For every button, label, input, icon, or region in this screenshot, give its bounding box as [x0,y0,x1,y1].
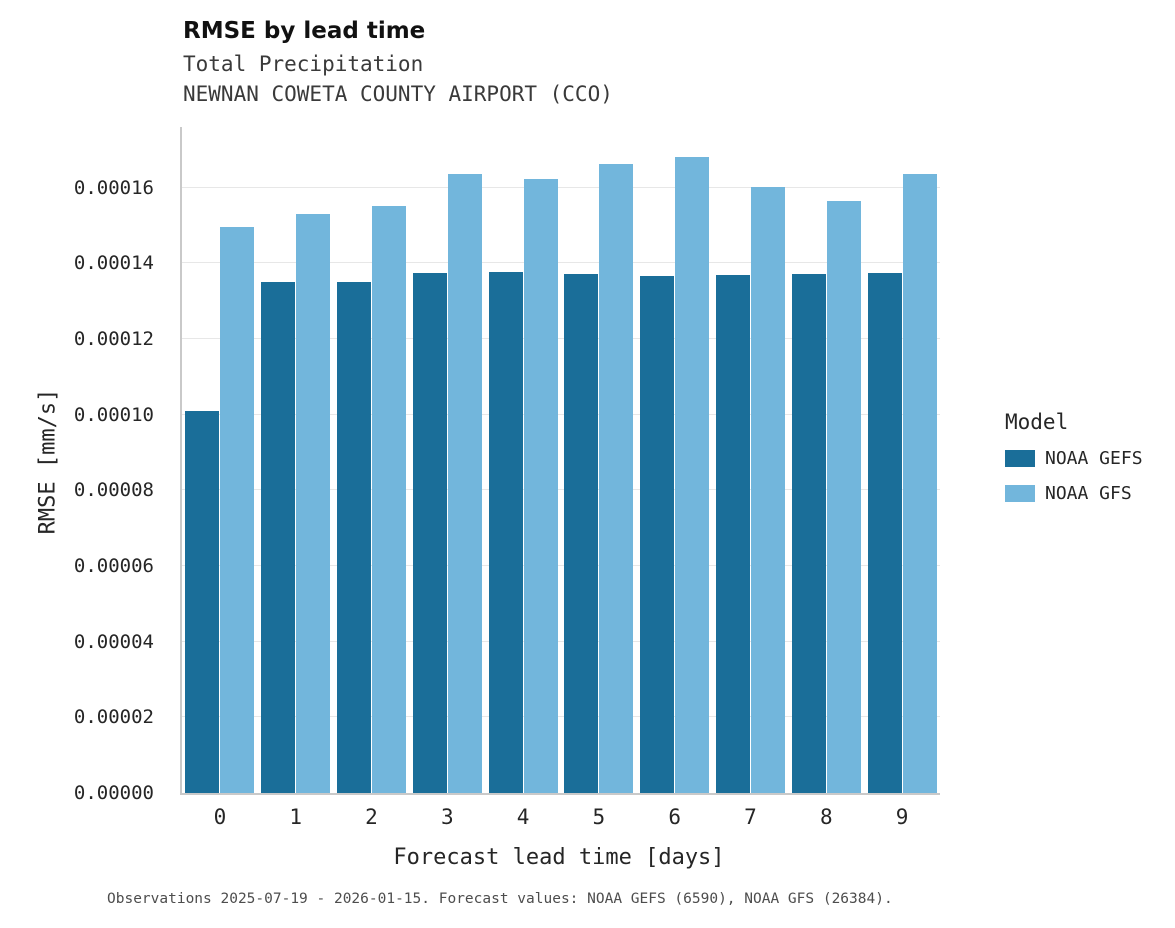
gridline [182,489,940,491]
bar-group-lead-6 [637,127,713,793]
legend-swatch-icon [1005,450,1035,467]
bar-group-lead-1 [258,127,334,793]
y-axis-tick-labels: 0.00000 0.00002 0.00004 0.00006 0.00008 0.000… [0,127,170,804]
bar-noaa-gefs-lead-6 [640,276,675,793]
gridlines-layer [182,127,940,793]
bar-group-lead-8 [788,127,864,793]
plot-area [180,127,940,795]
bar-noaa-gfs-lead-0 [220,227,255,793]
bar-noaa-gfs-lead-2 [371,205,406,793]
y-tick-label: 0.00006 [73,554,154,577]
x-tick-label-7: 7 [744,805,757,829]
x-tick-label-1: 1 [289,805,303,829]
x-axis-label: Forecast lead time [days] [393,845,725,870]
gridline [182,337,940,339]
bar-noaa-gefs-lead-3 [412,272,447,793]
legend-label: NOAA GEFS [1045,448,1143,469]
bar-noaa-gefs-lead-8 [791,273,826,793]
bar-noaa-gfs-lead-6 [675,157,710,793]
x-tick-label-5: 5 [592,805,606,829]
bar-noaa-gfs-lead-1 [296,214,331,793]
legend-entries: NOAA GEFS NOAA GFS [1005,448,1170,504]
bar-noaa-gefs-lead-2 [336,282,371,793]
chart-subtitle-variable: Total Precipitation [183,52,424,76]
y-tick-label: 0.00004 [73,630,154,653]
legend-label: NOAA GFS [1045,483,1132,504]
y-tick-label: 0.00000 [73,782,154,804]
bar-noaa-gefs-lead-7 [715,274,750,793]
bar-group-lead-4 [485,127,561,793]
footer-caption: Observations 2025-07-19 - 2026-01-15. Fo… [107,891,893,907]
bars-layer [182,127,940,793]
y-tick-label: 0.00012 [73,327,154,350]
bar-group-lead-0 [182,127,258,793]
gridline [182,640,940,642]
y-tick-label: 0.00008 [73,479,154,502]
bar-noaa-gfs-lead-9 [902,174,937,793]
bar-noaa-gfs-lead-4 [523,179,558,793]
bar-noaa-gfs-lead-8 [826,200,861,793]
legend: Model NOAA GEFS NOAA GFS [1005,410,1170,518]
chart-title: RMSE by lead time [183,18,426,44]
chart-subtitle-station: NEWNAN COWETA COUNTY AIRPORT (CCO) [183,82,613,106]
x-tick-label-6: 6 [668,805,681,829]
y-tick-label: 0.00002 [73,706,154,729]
x-tick-label-9: 9 [895,805,909,829]
bar-noaa-gefs-lead-9 [867,272,902,793]
gridline [182,186,940,188]
x-axis-tick-labels: 0 1 2 3 4 5 6 7 8 9 [182,805,940,829]
x-tick-label-8: 8 [819,805,833,829]
x-tick-label-0: 0 [213,805,227,829]
legend-entry-noaa-gefs: NOAA GEFS [1005,448,1170,469]
legend-entry-noaa-gfs: NOAA GFS [1005,483,1170,504]
bar-noaa-gefs-lead-1 [261,282,296,793]
legend-title: Model [1005,410,1069,434]
x-tick-label-4: 4 [516,805,530,829]
y-tick-label: 0.00014 [73,252,154,275]
gridline [182,564,940,566]
bar-noaa-gefs-lead-4 [488,271,523,793]
bar-group-lead-2 [334,127,410,793]
bar-group-lead-9 [864,127,940,793]
bar-noaa-gfs-lead-5 [599,164,634,793]
x-tick-label-2: 2 [365,805,378,829]
bar-noaa-gefs-lead-0 [185,410,220,793]
bar-noaa-gefs-lead-5 [564,273,599,793]
bar-group-lead-7 [713,127,789,793]
x-tick-label-3: 3 [440,805,454,829]
bar-noaa-gfs-lead-7 [750,186,785,793]
bar-group-lead-5 [561,127,637,793]
gridline [182,413,940,415]
bar-group-lead-3 [409,127,485,793]
gridline [182,716,940,718]
y-tick-label: 0.00016 [73,176,154,199]
legend-swatch-icon [1005,485,1035,502]
y-tick-label: 0.00010 [73,403,154,426]
bar-noaa-gfs-lead-3 [447,174,482,793]
gridline [182,262,940,264]
